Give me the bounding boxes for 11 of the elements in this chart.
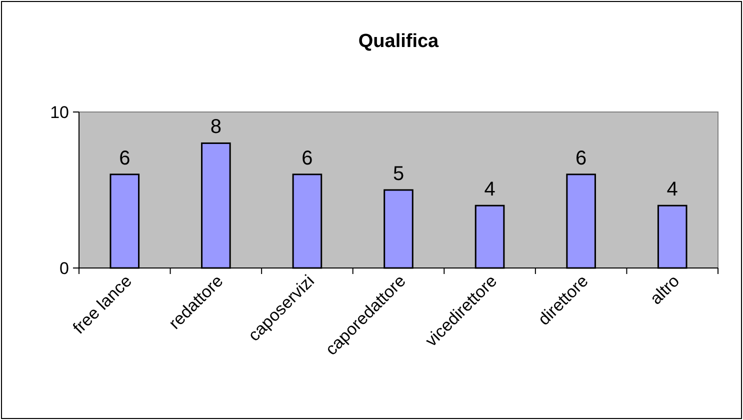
data-label: 4 — [666, 178, 678, 201]
x-tick-label: altro — [646, 271, 684, 308]
data-label: 4 — [484, 178, 496, 201]
y-tick-label: 0 — [60, 258, 69, 278]
y-tick-label: 10 — [50, 102, 69, 122]
data-label: 6 — [119, 147, 130, 170]
data-label: 8 — [210, 116, 222, 138]
chart-title: Qualifica — [358, 31, 440, 52]
data-label: 5 — [392, 163, 404, 185]
data-label: 6 — [302, 147, 313, 170]
data-label: 6 — [576, 147, 587, 170]
